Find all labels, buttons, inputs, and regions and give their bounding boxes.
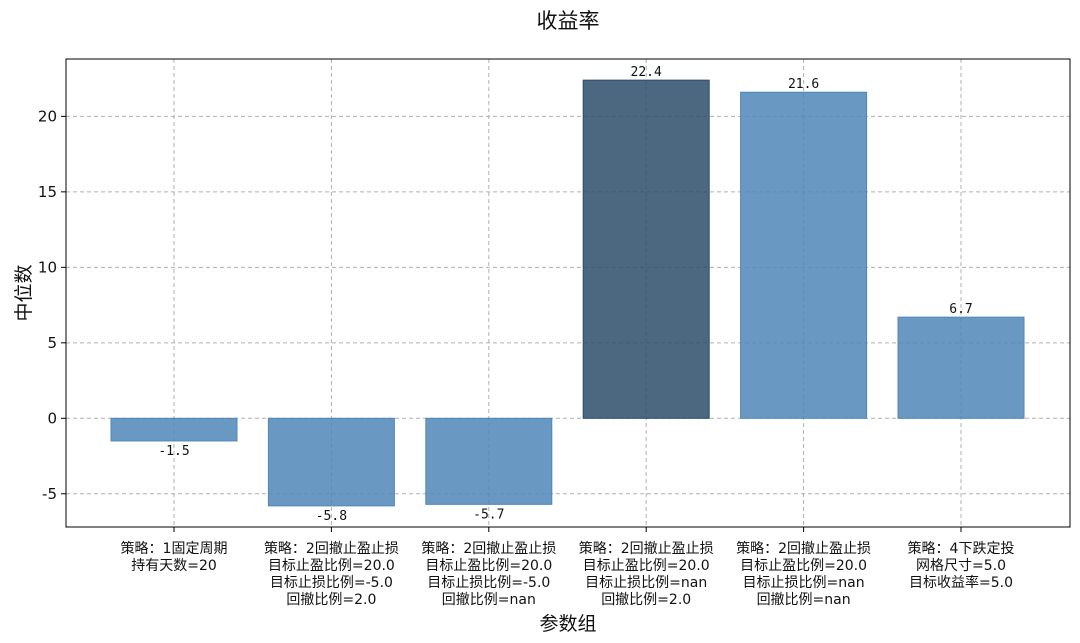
x-tick-label: 回撤比例=nan [442, 592, 536, 608]
x-axis-title: 参数组 [539, 613, 596, 635]
x-tick-label: 目标止损比例=-5.0 [270, 575, 393, 591]
bar [110, 417, 238, 442]
y-axis-ticks: -5 0 5 10 15 20 [38, 107, 66, 503]
bar-value-label: -5.7 [473, 507, 504, 522]
bar [897, 316, 1025, 419]
x-tick-label: 目标止盈比例=20.0 [583, 558, 710, 574]
bars [110, 79, 1025, 507]
y-tick-label: 15 [38, 183, 57, 201]
x-tick-label: 策略：1固定周期 [121, 540, 228, 557]
x-axis-ticks: 策略：1固定周期持有天数=20策略：2回撤止盈止损目标止盈比例=20.0目标止损… [121, 527, 1015, 608]
value-labels: -1.5 -5.8 -5.7 22.4 21.6 6.7 [158, 65, 972, 524]
bar [425, 417, 553, 505]
x-tick-label: 策略：4下跌定投 [908, 540, 1015, 557]
y-tick-label: 20 [38, 107, 57, 125]
bar-value-label: 22.4 [631, 65, 662, 80]
bar-value-label: -1.5 [158, 444, 189, 459]
x-tick-label: 目标止盈比例=20.0 [425, 558, 552, 574]
x-tick-label: 策略：2回撤止盈止损 [264, 540, 399, 557]
x-tick-label: 策略：2回撤止盈止损 [579, 540, 714, 557]
chart-title: 收益率 [537, 9, 600, 33]
x-tick-label: 持有天数=20 [131, 558, 217, 574]
x-tick-label: 回撤比例=2.0 [286, 592, 376, 608]
y-tick-label: -5 [42, 485, 57, 503]
x-tick-label: 网格尺寸=5.0 [916, 558, 1006, 574]
x-tick-label: 目标止盈比例=20.0 [268, 558, 395, 574]
x-tick-label: 目标止盈比例=20.0 [740, 558, 867, 574]
x-tick-label: 回撤比例=2.0 [601, 592, 691, 608]
x-tick-label: 目标止损比例=nan [585, 575, 707, 591]
plot-area-frame [65, 58, 1071, 528]
y-axis-title: 中位数 [13, 264, 35, 321]
y-tick-label: 0 [47, 409, 57, 427]
bar-value-label: 21.6 [788, 77, 819, 92]
bar-value-label: -5.8 [316, 509, 347, 524]
x-tick-label: 目标止损比例=-5.0 [427, 575, 550, 591]
x-tick-label: 回撤比例=nan [757, 592, 851, 608]
bar [740, 91, 868, 419]
x-tick-label: 策略：2回撤止盈止损 [421, 540, 556, 557]
y-tick-label: 5 [47, 334, 57, 352]
grid [66, 59, 1070, 527]
bar [582, 79, 710, 419]
bar [267, 417, 395, 507]
bar-value-label: 6.7 [949, 302, 972, 317]
x-tick-label: 目标收益率=5.0 [909, 574, 1013, 591]
y-tick-label: 10 [38, 258, 57, 276]
x-tick-label: 策略：2回撤止盈止损 [736, 540, 871, 557]
x-tick-label: 目标止损比例=nan [743, 575, 865, 591]
